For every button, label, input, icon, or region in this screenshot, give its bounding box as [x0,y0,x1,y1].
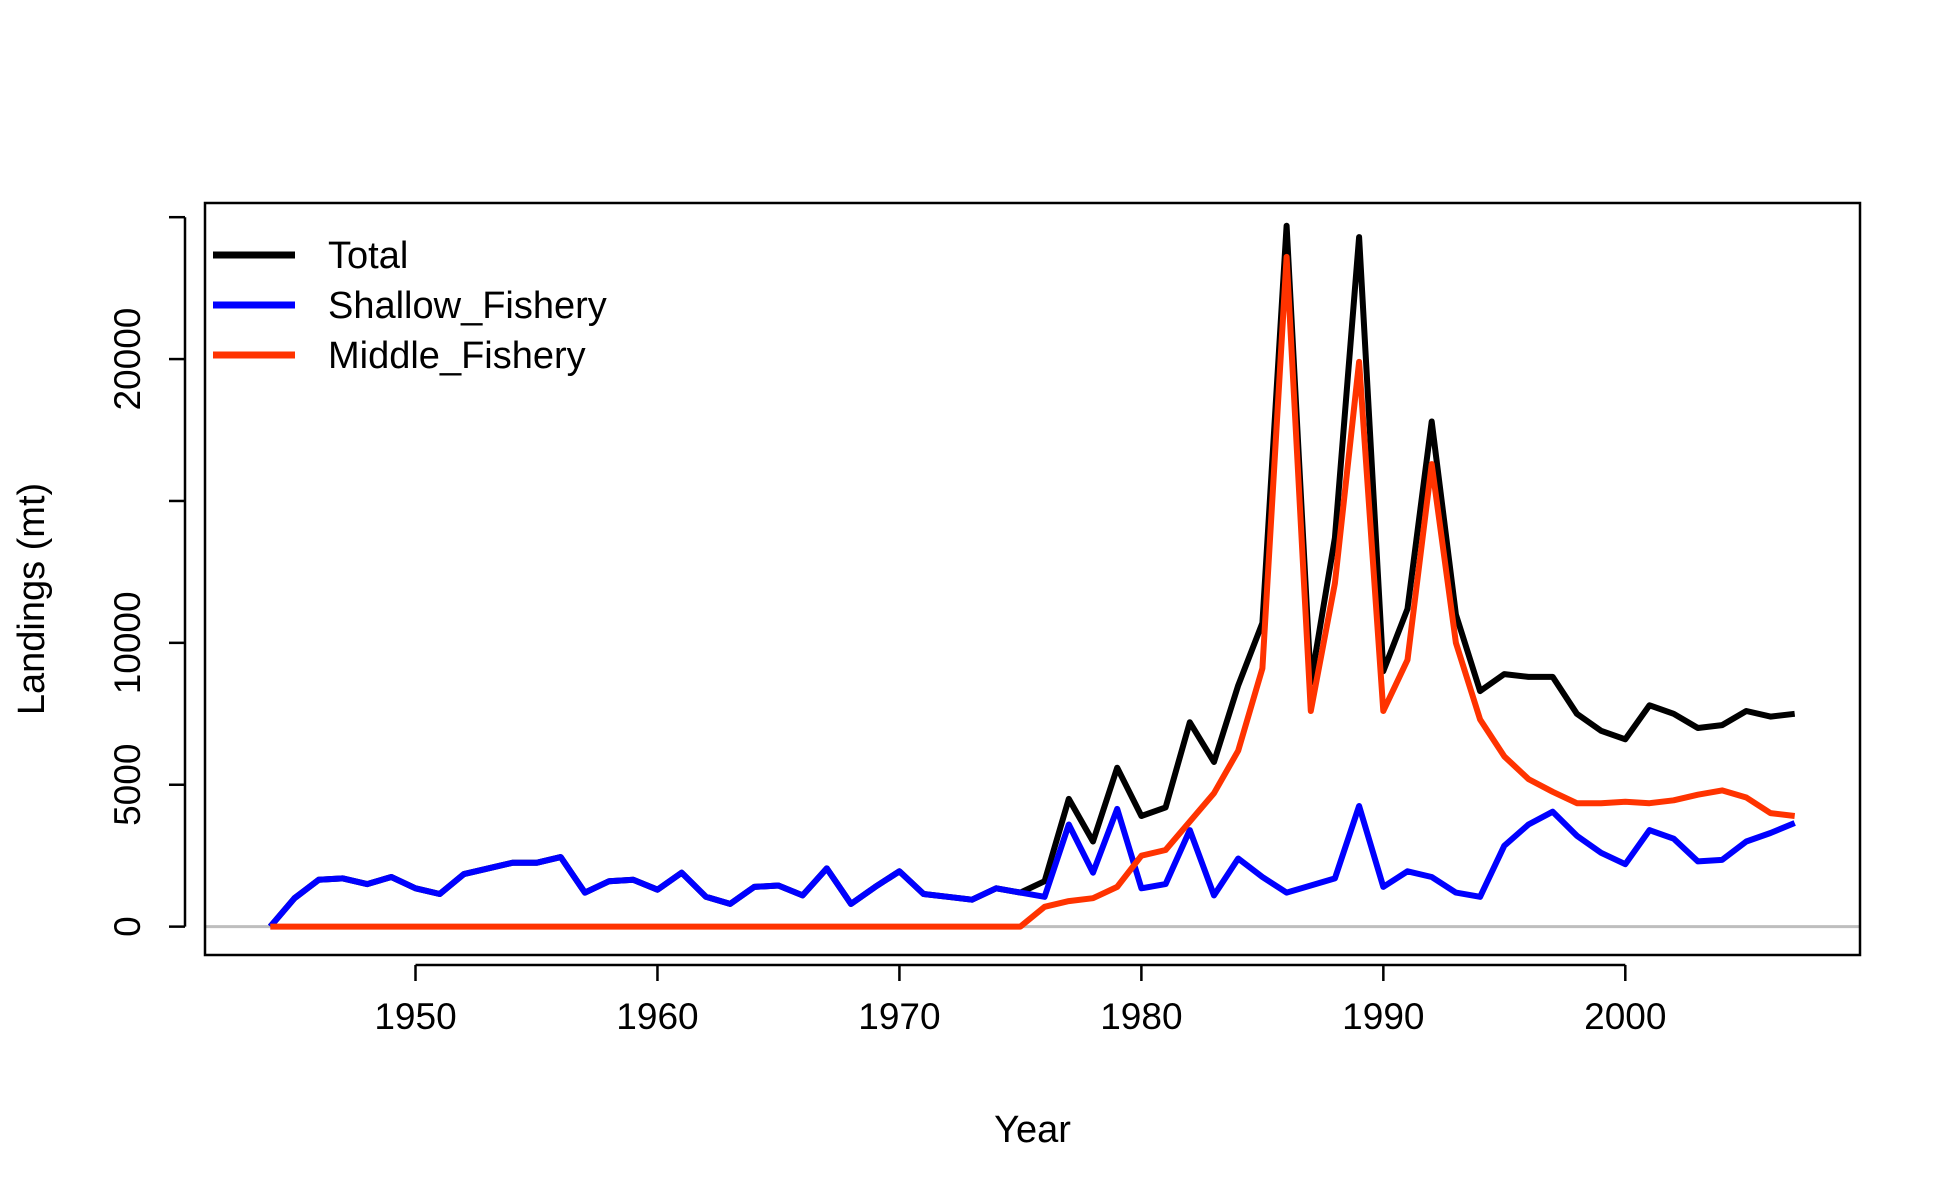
series-lines [268,222,1796,930]
legend-label-total: Total [328,235,408,277]
series-line-shallow-fishery [268,803,1796,929]
x-tick-label: 1950 [374,996,456,1037]
legend-label-middle-fishery: Middle_Fishery [328,335,586,377]
y-axis: 0 5000 10000 20000 [107,215,187,937]
series-line-middle-fishery [270,253,1796,930]
y-tick-label: 0 [107,916,148,937]
y-tick-label: 10000 [107,591,148,694]
x-axis-title: Year [994,1109,1071,1151]
x-tick-label: 2000 [1584,996,1666,1037]
legend: Total Shallow_Fishery Middle_Fishery [213,235,607,377]
x-tick-label: 1980 [1100,996,1182,1037]
legend-label-shallow-fishery: Shallow_Fishery [328,285,607,327]
y-tick-label: 5000 [107,744,148,826]
x-tick-label: 1990 [1342,996,1424,1037]
x-axis: 1950 1960 1970 1980 1990 2000 [374,963,1666,1037]
plot-frame [203,201,1862,957]
x-tick-label: 1970 [858,996,940,1037]
y-tick-label: 20000 [107,308,148,411]
x-tick-label: 1960 [616,996,698,1037]
y-axis-title: Landings (mt) [11,483,53,715]
